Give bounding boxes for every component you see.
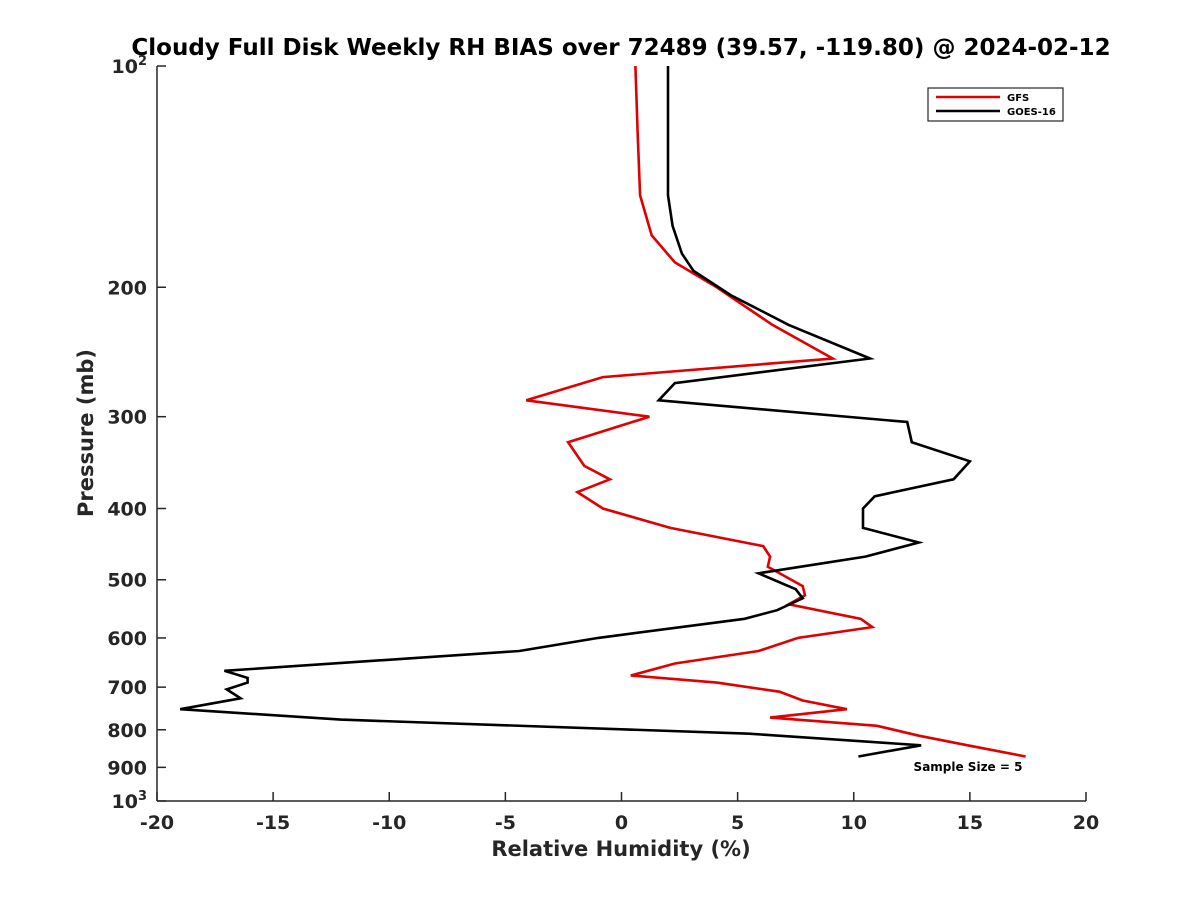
y-axis-title: Pressure (mb) — [74, 349, 98, 517]
y-tick-base: 10 — [112, 791, 138, 813]
x-axis-title: Relative Humidity (%) — [491, 837, 750, 861]
y-tick-label: 600 — [107, 628, 147, 650]
y-tick-exponent: 2 — [138, 54, 147, 69]
y-tick-label: 800 — [107, 720, 147, 742]
y-tick-label: 200 — [107, 277, 147, 299]
x-tick-label: -5 — [495, 812, 516, 834]
legend-label-goes-16: GOES-16 — [1007, 107, 1056, 118]
x-tick-label: 0 — [615, 812, 628, 834]
x-tick-label: 10 — [841, 812, 867, 834]
x-tick-label: 20 — [1073, 812, 1099, 834]
y-tick-label: 700 — [107, 677, 147, 699]
series-lines — [179, 65, 1026, 758]
y-tick-label: 102 — [112, 54, 148, 78]
y-tick-label: 500 — [107, 570, 147, 592]
series-line-goes-16 — [179, 66, 973, 758]
y-tick-label: 400 — [107, 499, 147, 521]
legend: GFS GOES-16 — [927, 87, 1064, 122]
x-tick-label: -20 — [140, 812, 174, 834]
x-tick-label: -15 — [256, 812, 290, 834]
chart-title: Cloudy Full Disk Weekly RH BIAS over 724… — [131, 35, 1110, 61]
y-tick-label: 103 — [112, 789, 148, 813]
y-tick-base: 10 — [112, 56, 138, 78]
x-tick-label: 5 — [731, 812, 744, 834]
y-tick-label: 900 — [107, 757, 147, 779]
legend-box — [927, 87, 1064, 122]
y-tick-label: 300 — [107, 407, 147, 429]
x-ticks: -20 -15 -10 -5 0 5 10 15 20 — [140, 792, 1099, 834]
y-tick-exponent: 3 — [138, 789, 147, 804]
x-tick-label: -10 — [372, 812, 406, 834]
sample-size-annotation: Sample Size = 5 — [914, 760, 1023, 774]
legend-label-gfs: GFS — [1007, 93, 1029, 104]
series-line-gfs — [525, 65, 1026, 758]
x-tick-label: 15 — [957, 812, 983, 834]
plot-area — [156, 66, 1086, 802]
